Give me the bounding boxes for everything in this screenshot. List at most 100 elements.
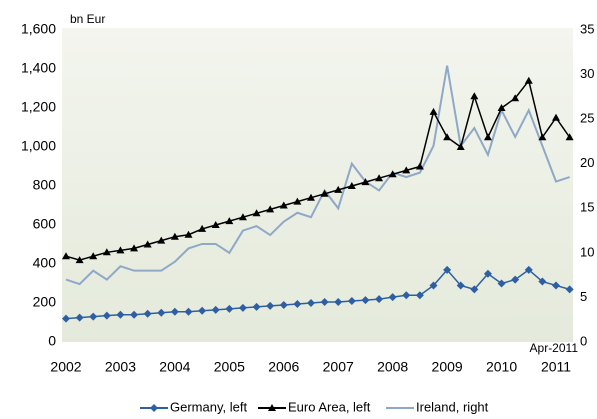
y-tick-label: 1,400 xyxy=(21,60,56,76)
y2-tick-label: 15 xyxy=(580,200,594,215)
marker xyxy=(184,230,193,238)
y2-tick-label: 25 xyxy=(580,111,594,126)
marker xyxy=(102,248,111,256)
series-line xyxy=(65,65,570,286)
marker xyxy=(293,299,302,308)
unit-label: bn Eur xyxy=(70,12,105,26)
x-tick-label: 2003 xyxy=(105,359,136,375)
y2-tick-label: 5 xyxy=(580,289,587,304)
marker xyxy=(89,252,98,260)
marker xyxy=(252,302,261,311)
marker xyxy=(225,304,234,313)
x-tick-label: 2010 xyxy=(486,359,517,375)
marker xyxy=(62,252,70,260)
marker xyxy=(116,246,125,254)
y2-tick-label: 10 xyxy=(580,244,594,259)
marker xyxy=(497,104,506,111)
y-tick-label: 200 xyxy=(33,294,57,310)
marker xyxy=(456,143,465,150)
marker xyxy=(443,133,452,141)
marker xyxy=(361,178,370,186)
marker xyxy=(429,281,438,290)
marker xyxy=(184,307,193,316)
marker xyxy=(443,265,452,274)
y-tick-label: 1,000 xyxy=(21,138,56,154)
y2-tick-label: 35 xyxy=(580,21,594,36)
x-tick-label: 2006 xyxy=(268,359,299,375)
marker xyxy=(279,300,288,309)
marker xyxy=(307,299,315,307)
marker xyxy=(429,107,438,115)
marker xyxy=(198,306,207,315)
marker xyxy=(157,308,166,317)
marker xyxy=(388,293,397,302)
marker xyxy=(375,174,384,182)
marker xyxy=(320,189,329,197)
marker xyxy=(170,232,179,240)
x-tick-label: 2002 xyxy=(50,359,81,375)
marker xyxy=(334,185,343,193)
marker xyxy=(565,285,574,294)
y-tick-label: 400 xyxy=(33,255,57,271)
marker xyxy=(266,205,275,213)
marker xyxy=(415,162,424,170)
marker xyxy=(238,213,247,221)
marker xyxy=(483,133,492,141)
marker xyxy=(552,281,560,290)
marker xyxy=(75,313,84,322)
marker xyxy=(402,166,411,174)
marker xyxy=(143,240,152,248)
y-tick-label: 600 xyxy=(33,216,57,232)
marker xyxy=(293,197,302,205)
marker xyxy=(320,298,329,307)
marker xyxy=(334,298,343,307)
marker xyxy=(279,201,288,209)
x-tick-label: 2009 xyxy=(432,359,463,375)
plot-area xyxy=(62,28,573,342)
marker xyxy=(62,314,70,323)
x-tick-label: 2007 xyxy=(323,359,354,375)
y-tick-label: 1,600 xyxy=(21,21,56,37)
marker xyxy=(483,269,492,278)
marker xyxy=(307,193,315,201)
marker xyxy=(143,309,152,318)
y2-tick-label: 20 xyxy=(580,155,594,170)
marker xyxy=(347,182,356,189)
y-tick-label: 1,200 xyxy=(21,99,56,115)
marker xyxy=(157,236,166,244)
marker xyxy=(497,279,506,288)
y-tick-label: 0 xyxy=(48,333,56,349)
series-line xyxy=(65,79,571,261)
legend-label: Euro Area, left xyxy=(288,399,371,414)
marker xyxy=(75,256,84,264)
marker xyxy=(116,310,125,319)
marker xyxy=(170,307,179,316)
marker xyxy=(130,310,139,319)
marker xyxy=(347,297,356,306)
marker xyxy=(415,291,424,300)
marker xyxy=(130,244,139,252)
marker xyxy=(402,291,411,300)
x-tick-label: 2005 xyxy=(214,359,245,375)
legend-marker xyxy=(268,404,276,411)
marker xyxy=(524,265,533,274)
marker xyxy=(538,277,547,286)
marker xyxy=(266,301,275,310)
marker xyxy=(552,113,560,121)
y2-tick-label: 30 xyxy=(580,66,594,81)
y-tick-label: 800 xyxy=(33,177,57,193)
legend-marker xyxy=(150,404,158,412)
marker xyxy=(361,296,370,305)
marker xyxy=(388,170,397,178)
marker xyxy=(252,209,261,217)
x-tick-label: 2004 xyxy=(159,359,190,375)
marker xyxy=(238,303,247,312)
marker xyxy=(89,312,98,321)
marker xyxy=(211,221,220,228)
marker xyxy=(511,275,520,284)
marker xyxy=(524,76,533,84)
marker xyxy=(470,285,479,294)
marker xyxy=(211,305,220,314)
legend-label: Germany, left xyxy=(170,399,247,414)
